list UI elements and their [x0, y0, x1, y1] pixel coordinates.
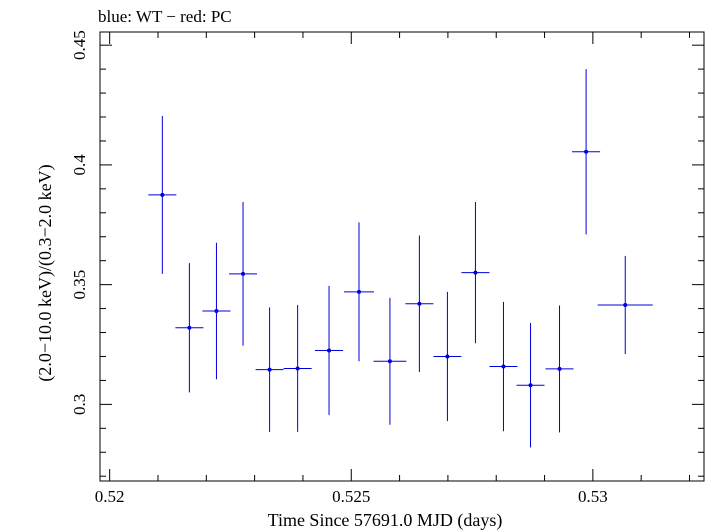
- x-tick-label: 0.525: [332, 487, 370, 506]
- data-point: [516, 322, 545, 448]
- point-marker: [623, 302, 628, 307]
- data-point: [373, 297, 407, 425]
- data-points: [148, 69, 653, 448]
- point-marker: [241, 271, 246, 276]
- chart-title: blue: WT − red: PC: [98, 7, 232, 26]
- data-point: [572, 69, 601, 235]
- data-point: [461, 202, 490, 344]
- data-point: [148, 115, 177, 274]
- point-marker: [473, 270, 478, 275]
- y-tick-label: 0.4: [70, 154, 89, 176]
- data-point: [315, 285, 344, 416]
- point-marker: [327, 348, 332, 353]
- point-marker: [501, 364, 506, 369]
- data-point: [489, 301, 518, 432]
- y-tick-label: 0.45: [70, 30, 89, 60]
- point-marker: [295, 366, 300, 371]
- point-marker: [584, 149, 589, 154]
- point-marker: [187, 325, 192, 330]
- axis-ticks: 0.52 0.525 0.53 0.3 0.35 0.4 0.45: [70, 30, 704, 506]
- point-marker: [417, 301, 422, 306]
- data-point: [545, 305, 574, 433]
- data-point: [597, 255, 653, 355]
- data-point: [283, 304, 312, 432]
- point-marker: [356, 289, 361, 294]
- point-marker: [214, 308, 219, 313]
- y-tick-label: 0.35: [70, 270, 89, 300]
- point-marker: [528, 383, 533, 388]
- x-tick-label: 0.53: [578, 487, 608, 506]
- x-axis-label: Time Since 57691.0 MJD (days): [268, 510, 503, 531]
- data-point: [405, 235, 434, 373]
- plot-frame: [99, 31, 705, 482]
- x-tick-label: 0.52: [95, 487, 125, 506]
- data-point: [202, 242, 231, 380]
- point-marker: [160, 192, 165, 197]
- data-point: [255, 307, 284, 432]
- point-marker: [445, 354, 450, 359]
- data-point: [175, 263, 204, 393]
- data-point: [433, 291, 462, 422]
- data-point: [344, 222, 374, 362]
- point-marker: [267, 367, 272, 372]
- y-tick-label: 0.3: [70, 394, 89, 415]
- data-point: [229, 202, 258, 346]
- point-marker: [387, 359, 392, 364]
- y-axis-label: (2.0−10.0 keV)/(0.3−2.0 keV): [35, 164, 56, 381]
- point-marker: [557, 366, 562, 371]
